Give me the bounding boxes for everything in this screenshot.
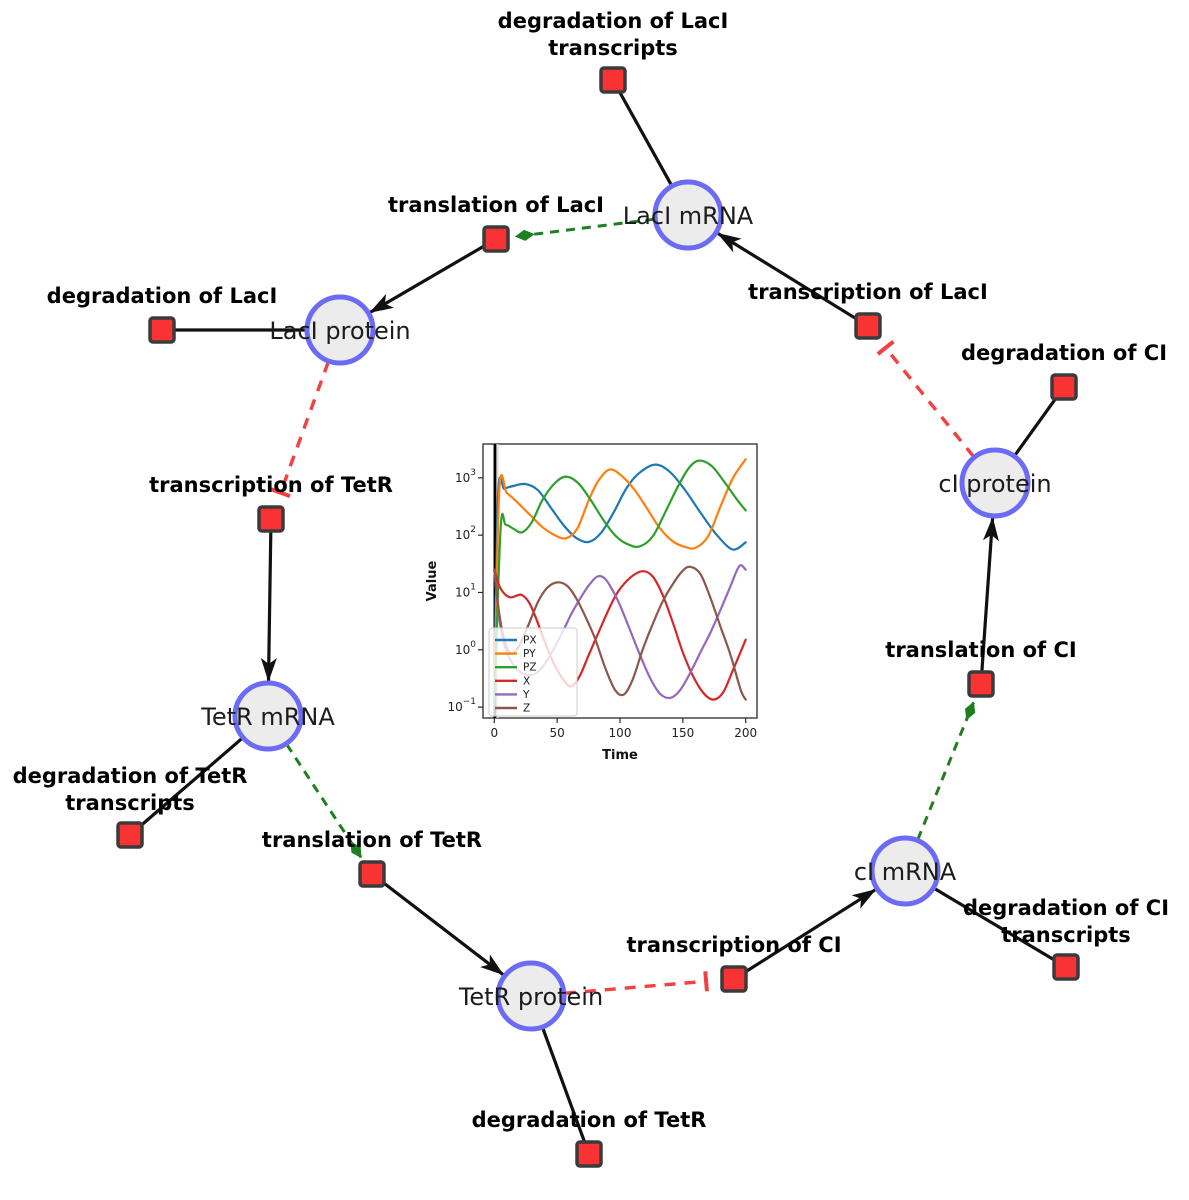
species-node-ci_mrna[interactable] (869, 835, 941, 907)
legend-label-Z: Z (523, 703, 530, 715)
legend-label-PY: PY (523, 648, 536, 660)
edge-production-transl_laci-laci_protein (369, 244, 486, 314)
y-tick-label: 103 (455, 468, 476, 485)
edge-consumption-ci_mrna-deg_ci_tx (933, 887, 1056, 962)
reaction-node-tx_ci[interactable] (720, 965, 748, 993)
y-axis-label: Value (425, 560, 440, 601)
species-label-ci_mrna: cI mRNA (854, 858, 957, 886)
x-tick-label: 0 (490, 726, 498, 740)
legend-label-X: X (523, 675, 530, 687)
species-node-laci_mrna[interactable] (652, 179, 724, 251)
species-label-laci_mrna: LacI mRNA (623, 202, 754, 230)
reaction-node-deg_tetr_tx[interactable] (116, 821, 144, 849)
edge-modifier-laci_mrna-transl_laci (514, 217, 655, 241)
edge-consumption-tetr_mrna-deg_tetr_tx (138, 736, 244, 828)
edges-layer (138, 90, 1058, 1143)
edge-consumption-tetr_protein-deg_tetr (541, 1027, 587, 1143)
species-node-ci_protein[interactable] (959, 447, 1031, 519)
species-node-tetr_protein[interactable] (495, 960, 567, 1032)
legend-label-PX: PX (523, 635, 537, 647)
series-PY-line (493, 458, 747, 709)
species-node-tetr_mrna[interactable] (232, 680, 304, 752)
reaction-label-deg_laci_tx-line1: degradation of LacI (498, 9, 729, 33)
legend-label-Y: Y (522, 689, 530, 701)
edge-inhibition-tetr_protein-tx_ci (564, 971, 709, 995)
reaction-node-deg_laci_tx[interactable] (599, 66, 627, 94)
y-tick-label: 101 (455, 582, 476, 599)
edge-inhibition-laci_protein-tx_tetr (270, 361, 330, 499)
reaction-node-transl_tetr[interactable] (358, 860, 386, 888)
edge-consumption-ci_protein-deg_ci (1013, 396, 1058, 457)
edge-production-transl_ci-ci_protein (980, 516, 999, 672)
x-tick-label: 200 (734, 726, 757, 740)
reaction-label-deg_tetr: degradation of TetR (472, 1108, 707, 1132)
timeseries-plot: 0 50 100 150 20010−1100101102103TimeValuePXP… (425, 443, 758, 763)
edge-production-tx_ci-ci_mrna (744, 888, 877, 974)
edge-production-tx_tetr-tetr_mrna (260, 531, 277, 682)
species-label-ci_protein: cI protein (938, 470, 1051, 498)
labels-layer: degradation of LacI transcripts translatio… (13, 9, 1169, 1132)
reaction-label-transl_tetr: translation of TetR (262, 828, 482, 852)
reaction-label-tx_ci: transcription of CI (626, 933, 841, 957)
species-label-laci_protein: LacI protein (269, 317, 410, 345)
reaction-label-deg_laci: degradation of LacI (47, 284, 278, 308)
timeseries-plot-panel: 0 50 100 150 200 10−1 100 101 102 103 Time Value PX P… (420, 436, 772, 766)
y-tick-label: 102 (455, 525, 476, 542)
edge-modifier-ci_mrna-transl_ci (916, 701, 976, 841)
edge-modifier-tetr_mrna-transl_tetr (285, 743, 363, 859)
reaction-node-deg_ci_tx[interactable] (1052, 953, 1080, 981)
reaction-node-deg_ci[interactable] (1050, 373, 1078, 401)
reaction-node-tx_tetr[interactable] (257, 505, 285, 533)
species-label-tetr_protein: TetR protein (458, 983, 603, 1011)
x-tick-label: 100 (609, 726, 632, 740)
x-tick-label: 150 (671, 726, 694, 740)
reaction-node-deg_laci[interactable] (148, 316, 176, 344)
reaction-label-transl_laci: translation of LacI (388, 193, 604, 217)
reaction-label-tx_tetr: transcription of TetR (149, 473, 393, 497)
reaction-node-deg_tetr[interactable] (575, 1140, 603, 1168)
reaction-label-deg_tetr_tx-line1: degradation of TetR (13, 764, 248, 788)
x-axis-label: Time (602, 748, 638, 763)
reaction-node-transl_laci[interactable] (482, 225, 510, 253)
reaction-label-deg_ci_tx-line1: degradation of CI (963, 896, 1169, 920)
reaction-label-tx_laci: transcription of LacI (748, 280, 988, 304)
series-X-line (493, 568, 747, 701)
x-tick-label: 50 (550, 726, 565, 740)
y-tick-label: 100 (455, 640, 476, 657)
edge-inhibition-ci_protein-tx_laci (876, 339, 975, 458)
reaction-node-transl_ci[interactable] (967, 670, 995, 698)
reaction-label-transl_ci: translation of CI (885, 638, 1076, 662)
reaction-label-deg_ci_tx-line2: transcripts (1001, 923, 1131, 947)
reaction-node-tx_laci[interactable] (854, 312, 882, 340)
y-tick-label: 10−1 (447, 697, 476, 714)
nodes-layer (116, 66, 1080, 1168)
edge-production-tx_laci-laci_mrna (716, 232, 858, 321)
legend-label-PZ: PZ (523, 662, 537, 674)
edge-consumption-laci_mrna-deg_laci_tx (617, 90, 673, 187)
species-label-tetr_mrna: TetR mRNA (200, 703, 335, 731)
reaction-label-deg_tetr_tx-line2: transcripts (65, 791, 195, 815)
species-node-laci_protein[interactable] (304, 294, 376, 366)
reaction-label-deg_laci_tx-line2: transcripts (548, 36, 678, 60)
series-PZ-line (493, 459, 747, 709)
edge-production-transl_tetr-tetr_protein (381, 880, 505, 976)
reaction-label-deg_ci: degradation of CI (961, 341, 1167, 365)
series-PX-line (493, 463, 747, 709)
